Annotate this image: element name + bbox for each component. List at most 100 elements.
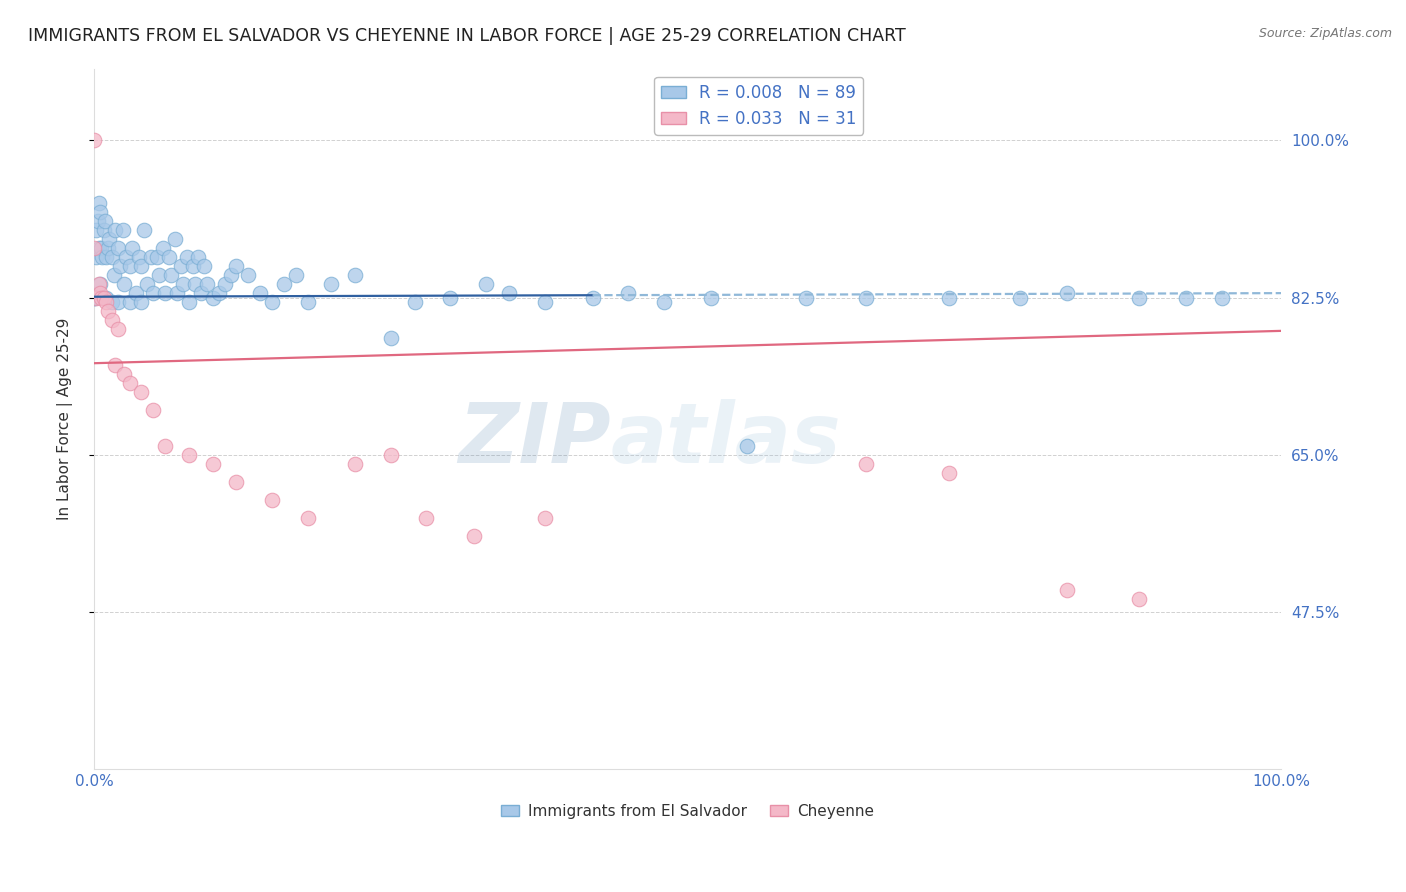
- Point: [94, 295, 117, 310]
- Point: [184, 277, 207, 292]
- Point: [90, 241, 112, 255]
- Point: [1175, 291, 1198, 305]
- Point: [581, 291, 603, 305]
- Point: [97, 241, 120, 255]
- Point: [107, 322, 129, 336]
- Point: [201, 457, 224, 471]
- Point: [177, 295, 200, 310]
- Point: [273, 277, 295, 292]
- Point: [101, 313, 124, 327]
- Point: [124, 286, 146, 301]
- Point: [652, 295, 675, 310]
- Point: [700, 291, 723, 305]
- Point: [181, 259, 204, 273]
- Point: [131, 259, 153, 273]
- Point: [169, 259, 191, 273]
- Point: [208, 286, 231, 301]
- Point: [136, 277, 159, 292]
- Point: [157, 250, 180, 264]
- Point: [94, 250, 117, 264]
- Point: [177, 448, 200, 462]
- Point: [111, 223, 134, 237]
- Point: [83, 241, 105, 255]
- Point: [855, 291, 877, 305]
- Point: [83, 133, 105, 147]
- Point: [193, 259, 215, 273]
- Point: [112, 367, 135, 381]
- Point: [86, 291, 108, 305]
- Point: [225, 475, 247, 489]
- Point: [146, 250, 169, 264]
- Point: [132, 223, 155, 237]
- Point: [89, 286, 111, 301]
- Point: [87, 241, 110, 255]
- Point: [155, 286, 177, 301]
- Point: [225, 259, 247, 273]
- Point: [108, 259, 131, 273]
- Point: [103, 268, 125, 282]
- Point: [91, 250, 114, 264]
- Point: [498, 286, 520, 301]
- Point: [404, 295, 426, 310]
- Point: [176, 250, 198, 264]
- Text: IMMIGRANTS FROM EL SALVADOR VS CHEYENNE IN LABOR FORCE | AGE 25-29 CORRELATION C: IMMIGRANTS FROM EL SALVADOR VS CHEYENNE …: [28, 27, 905, 45]
- Point: [855, 457, 877, 471]
- Point: [142, 286, 165, 301]
- Point: [249, 286, 271, 301]
- Point: [87, 196, 110, 211]
- Point: [1128, 591, 1150, 606]
- Point: [321, 277, 343, 292]
- Point: [97, 304, 120, 318]
- Point: [93, 291, 115, 305]
- Point: [83, 290, 105, 304]
- Point: [89, 277, 111, 292]
- Point: [86, 250, 108, 264]
- Point: [262, 295, 284, 310]
- Point: [86, 214, 108, 228]
- Point: [344, 268, 367, 282]
- Point: [415, 510, 437, 524]
- Point: [142, 403, 165, 417]
- Point: [118, 376, 141, 390]
- Point: [534, 295, 557, 310]
- Point: [104, 223, 127, 237]
- Point: [474, 277, 496, 292]
- Point: [93, 223, 115, 237]
- Point: [380, 331, 402, 345]
- Point: [107, 295, 129, 310]
- Point: [166, 286, 188, 301]
- Y-axis label: In Labor Force | Age 25-29: In Labor Force | Age 25-29: [58, 318, 73, 520]
- Point: [1056, 582, 1078, 597]
- Point: [148, 268, 170, 282]
- Point: [160, 268, 183, 282]
- Point: [93, 214, 115, 228]
- Point: [297, 295, 319, 310]
- Text: Source: ZipAtlas.com: Source: ZipAtlas.com: [1258, 27, 1392, 40]
- Point: [131, 295, 153, 310]
- Point: [87, 277, 110, 292]
- Point: [735, 439, 758, 453]
- Point: [794, 291, 817, 305]
- Point: [83, 291, 105, 305]
- Point: [155, 439, 177, 453]
- Point: [139, 250, 162, 264]
- Point: [101, 295, 124, 310]
- Point: [89, 205, 111, 219]
- Point: [439, 291, 461, 305]
- Point: [195, 277, 218, 292]
- Point: [152, 241, 174, 255]
- Point: [262, 492, 284, 507]
- Point: [163, 232, 186, 246]
- Point: [94, 291, 117, 305]
- Point: [380, 448, 402, 462]
- Point: [83, 291, 105, 305]
- Point: [190, 286, 212, 301]
- Point: [115, 250, 138, 264]
- Point: [938, 466, 960, 480]
- Point: [187, 250, 209, 264]
- Point: [201, 291, 224, 305]
- Point: [1128, 291, 1150, 305]
- Point: [284, 268, 307, 282]
- Point: [90, 291, 112, 305]
- Text: ZIP: ZIP: [458, 400, 610, 481]
